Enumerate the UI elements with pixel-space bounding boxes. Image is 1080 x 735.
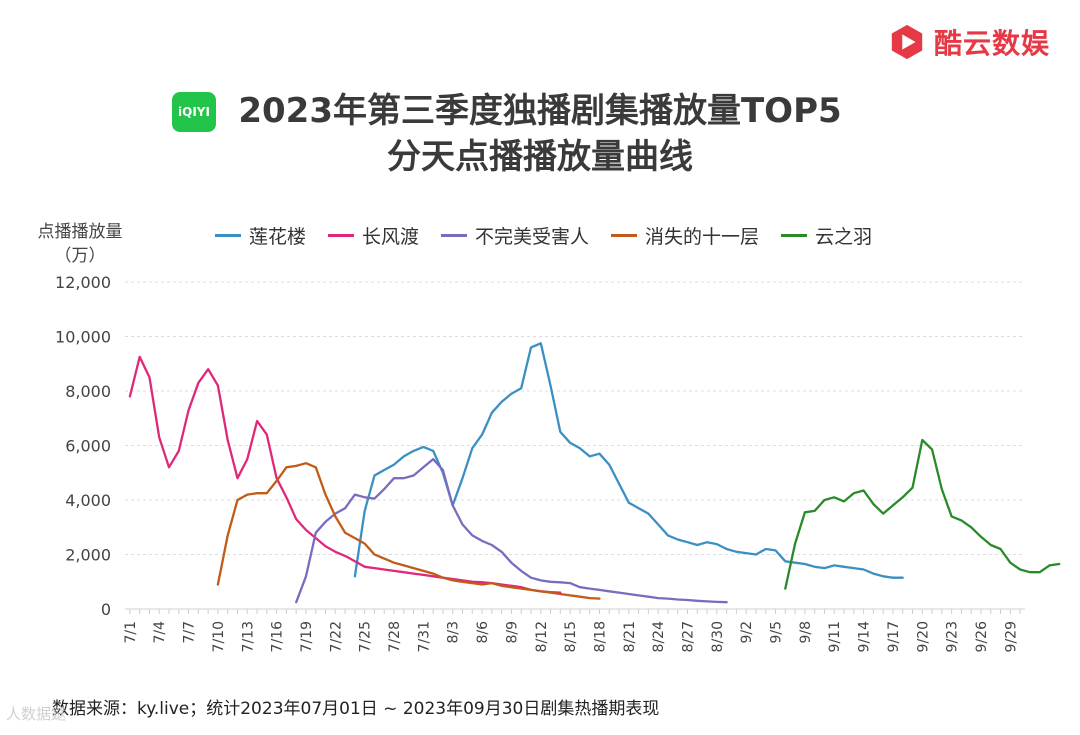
play-logo-icon	[891, 24, 923, 60]
legend-label: 长风渡	[362, 226, 420, 248]
x-tick-label: 8/24	[651, 621, 667, 653]
brand-name: 酷云数娱	[933, 27, 1050, 60]
x-tick-label: 9/5	[769, 621, 785, 644]
x-tick-label: 9/20	[915, 621, 931, 652]
x-tick-label: 8/3	[446, 621, 462, 644]
x-tick-label: 9/11	[827, 621, 843, 652]
x-tick-label: 9/2	[739, 621, 755, 644]
x-tick-label: 9/26	[974, 621, 990, 653]
y-axis-label-line1: 点播播放量	[37, 222, 123, 242]
chart-title: 2023年第三季度独播剧集播放量TOP5 分天点播播放量曲线	[0, 88, 1080, 180]
chart-title-line2: 分天点播播放量曲线	[387, 137, 693, 177]
series-line	[216, 462, 601, 600]
x-tick-label: 8/12	[534, 621, 550, 652]
x-tick-label: 7/7	[182, 621, 198, 644]
legend-swatch	[611, 234, 638, 237]
x-tick-label: 8/30	[710, 621, 726, 652]
legend-item: 消失的十一层	[611, 222, 759, 249]
data-source-note: 数据来源：ky.live；统计2023年07月01日 ~ 2023年09月30日…	[52, 699, 660, 719]
y-axis-label-line2: （万）	[54, 246, 106, 266]
x-tick-label: 9/8	[798, 621, 814, 644]
series-line	[295, 457, 728, 604]
x-tick-label: 7/25	[358, 621, 374, 652]
y-tick-label: 10,000	[55, 328, 111, 347]
x-tick-label: 9/23	[945, 621, 961, 652]
legend-swatch	[781, 234, 808, 237]
x-tick-label: 8/27	[681, 621, 697, 652]
x-tick-label: 8/18	[592, 621, 608, 652]
x-tick-label: 7/16	[270, 621, 286, 653]
x-tick-label: 7/10	[211, 621, 227, 652]
series-line	[128, 355, 562, 594]
legend-swatch	[328, 234, 355, 237]
y-axis-label: 点播播放量 （万）	[30, 220, 130, 268]
x-tick-label: 7/13	[240, 621, 256, 652]
x-tick-label: 7/19	[299, 621, 315, 652]
x-tick-label: 9/29	[1003, 621, 1019, 652]
legend-item: 长风渡	[328, 222, 419, 249]
legend-swatch	[215, 234, 241, 237]
x-tick-label: 8/6	[475, 621, 491, 644]
series-line	[784, 438, 1061, 590]
legend-item: 云之羽	[781, 222, 872, 249]
x-tick-label: 8/15	[563, 621, 579, 652]
legend-label: 消失的十一层	[645, 226, 760, 248]
legend-item: 莲花楼	[215, 222, 306, 249]
legend-swatch	[441, 234, 468, 237]
y-tick-label: 12,000	[55, 273, 111, 292]
watermark: 人数据鎹	[6, 705, 67, 723]
x-tick-label: 9/17	[886, 621, 902, 652]
legend-item: 不完美受害人	[441, 222, 589, 249]
y-tick-label: 6,000	[65, 437, 111, 456]
y-tick-label: 0	[101, 600, 111, 619]
legend-label: 云之羽	[815, 226, 873, 248]
x-tick-label: 7/4	[152, 621, 168, 644]
chart-title-line1: 2023年第三季度独播剧集播放量TOP5	[238, 91, 842, 131]
y-tick-label: 2,000	[65, 546, 111, 565]
x-tick-label: 7/31	[416, 621, 432, 652]
x-tick-label: 7/1	[123, 621, 139, 644]
y-tick-label: 8,000	[65, 382, 111, 401]
x-tick-label: 8/9	[504, 621, 520, 644]
x-tick-label: 7/28	[387, 621, 403, 652]
legend-label: 不完美受害人	[475, 226, 590, 248]
brand: 酷云数娱	[888, 22, 1050, 62]
x-tick-label: 9/14	[857, 621, 873, 653]
legend: 莲花楼 长风渡 不完美受害人 消失的十一层 云之羽	[215, 222, 872, 249]
iqiyi-logo-icon: iQIYI	[172, 92, 216, 132]
iqiyi-logo-text: iQIYI	[178, 105, 210, 119]
legend-label: 莲花楼	[249, 226, 307, 248]
x-tick-label: 7/22	[328, 621, 344, 652]
x-tick-label: 8/21	[622, 621, 638, 652]
y-tick-label: 4,000	[65, 491, 111, 510]
series-line	[353, 342, 904, 579]
